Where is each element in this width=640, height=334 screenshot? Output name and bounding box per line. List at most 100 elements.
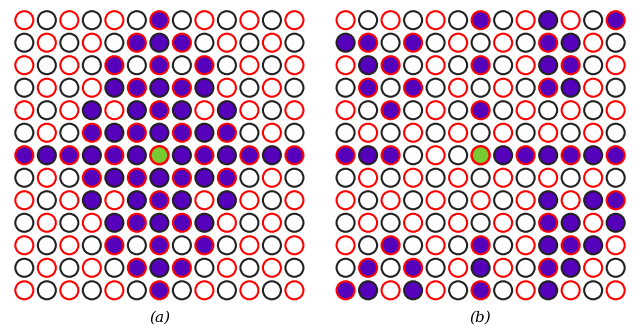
Circle shape bbox=[539, 79, 557, 97]
Circle shape bbox=[562, 79, 580, 97]
Circle shape bbox=[241, 281, 259, 299]
Circle shape bbox=[381, 56, 399, 74]
Circle shape bbox=[404, 191, 422, 209]
Circle shape bbox=[128, 259, 146, 277]
Circle shape bbox=[150, 236, 168, 254]
Circle shape bbox=[494, 11, 512, 29]
Circle shape bbox=[494, 259, 512, 277]
Circle shape bbox=[427, 236, 445, 254]
Circle shape bbox=[83, 146, 101, 164]
Circle shape bbox=[337, 79, 355, 97]
Circle shape bbox=[449, 146, 467, 164]
Circle shape bbox=[427, 34, 445, 52]
Circle shape bbox=[539, 124, 557, 142]
Circle shape bbox=[241, 79, 259, 97]
Circle shape bbox=[218, 79, 236, 97]
Circle shape bbox=[516, 236, 534, 254]
Circle shape bbox=[539, 34, 557, 52]
Circle shape bbox=[584, 236, 602, 254]
Circle shape bbox=[516, 191, 534, 209]
Circle shape bbox=[472, 101, 490, 119]
Circle shape bbox=[128, 79, 146, 97]
Circle shape bbox=[38, 124, 56, 142]
Circle shape bbox=[381, 101, 399, 119]
Circle shape bbox=[38, 56, 56, 74]
Circle shape bbox=[241, 191, 259, 209]
Circle shape bbox=[195, 124, 213, 142]
Circle shape bbox=[150, 34, 168, 52]
Circle shape bbox=[150, 101, 168, 119]
Circle shape bbox=[494, 101, 512, 119]
Circle shape bbox=[285, 79, 303, 97]
Circle shape bbox=[60, 101, 78, 119]
Circle shape bbox=[494, 79, 512, 97]
Circle shape bbox=[15, 34, 33, 52]
Circle shape bbox=[404, 101, 422, 119]
Circle shape bbox=[359, 11, 377, 29]
Circle shape bbox=[404, 259, 422, 277]
Circle shape bbox=[427, 79, 445, 97]
Circle shape bbox=[381, 236, 399, 254]
Circle shape bbox=[241, 11, 259, 29]
Circle shape bbox=[15, 281, 33, 299]
Circle shape bbox=[106, 259, 124, 277]
Circle shape bbox=[539, 101, 557, 119]
Circle shape bbox=[562, 236, 580, 254]
Circle shape bbox=[83, 34, 101, 52]
Circle shape bbox=[337, 169, 355, 187]
Circle shape bbox=[195, 101, 213, 119]
Circle shape bbox=[494, 191, 512, 209]
Circle shape bbox=[607, 34, 625, 52]
Circle shape bbox=[15, 169, 33, 187]
Circle shape bbox=[562, 281, 580, 299]
Circle shape bbox=[218, 259, 236, 277]
Circle shape bbox=[404, 281, 422, 299]
Circle shape bbox=[404, 11, 422, 29]
Circle shape bbox=[472, 34, 490, 52]
Circle shape bbox=[562, 214, 580, 232]
Circle shape bbox=[195, 236, 213, 254]
Circle shape bbox=[337, 191, 355, 209]
Circle shape bbox=[241, 101, 259, 119]
Circle shape bbox=[337, 281, 355, 299]
Circle shape bbox=[359, 236, 377, 254]
Circle shape bbox=[241, 236, 259, 254]
Circle shape bbox=[562, 191, 580, 209]
Circle shape bbox=[285, 11, 303, 29]
Circle shape bbox=[427, 281, 445, 299]
Circle shape bbox=[359, 34, 377, 52]
Circle shape bbox=[516, 281, 534, 299]
Circle shape bbox=[106, 191, 124, 209]
Circle shape bbox=[106, 124, 124, 142]
Circle shape bbox=[241, 34, 259, 52]
Circle shape bbox=[449, 11, 467, 29]
Circle shape bbox=[195, 281, 213, 299]
Circle shape bbox=[150, 146, 168, 164]
Circle shape bbox=[60, 259, 78, 277]
Circle shape bbox=[263, 124, 281, 142]
Circle shape bbox=[337, 259, 355, 277]
Circle shape bbox=[359, 56, 377, 74]
Circle shape bbox=[584, 259, 602, 277]
Circle shape bbox=[494, 281, 512, 299]
Circle shape bbox=[472, 259, 490, 277]
Circle shape bbox=[539, 11, 557, 29]
Circle shape bbox=[241, 124, 259, 142]
Circle shape bbox=[83, 191, 101, 209]
Circle shape bbox=[15, 236, 33, 254]
Circle shape bbox=[195, 259, 213, 277]
Circle shape bbox=[106, 79, 124, 97]
Circle shape bbox=[15, 124, 33, 142]
Circle shape bbox=[584, 281, 602, 299]
Circle shape bbox=[128, 101, 146, 119]
Circle shape bbox=[241, 146, 259, 164]
Circle shape bbox=[60, 191, 78, 209]
Circle shape bbox=[337, 236, 355, 254]
Circle shape bbox=[241, 169, 259, 187]
Circle shape bbox=[472, 56, 490, 74]
Circle shape bbox=[15, 11, 33, 29]
Circle shape bbox=[607, 101, 625, 119]
Circle shape bbox=[381, 11, 399, 29]
Circle shape bbox=[404, 146, 422, 164]
Circle shape bbox=[562, 146, 580, 164]
